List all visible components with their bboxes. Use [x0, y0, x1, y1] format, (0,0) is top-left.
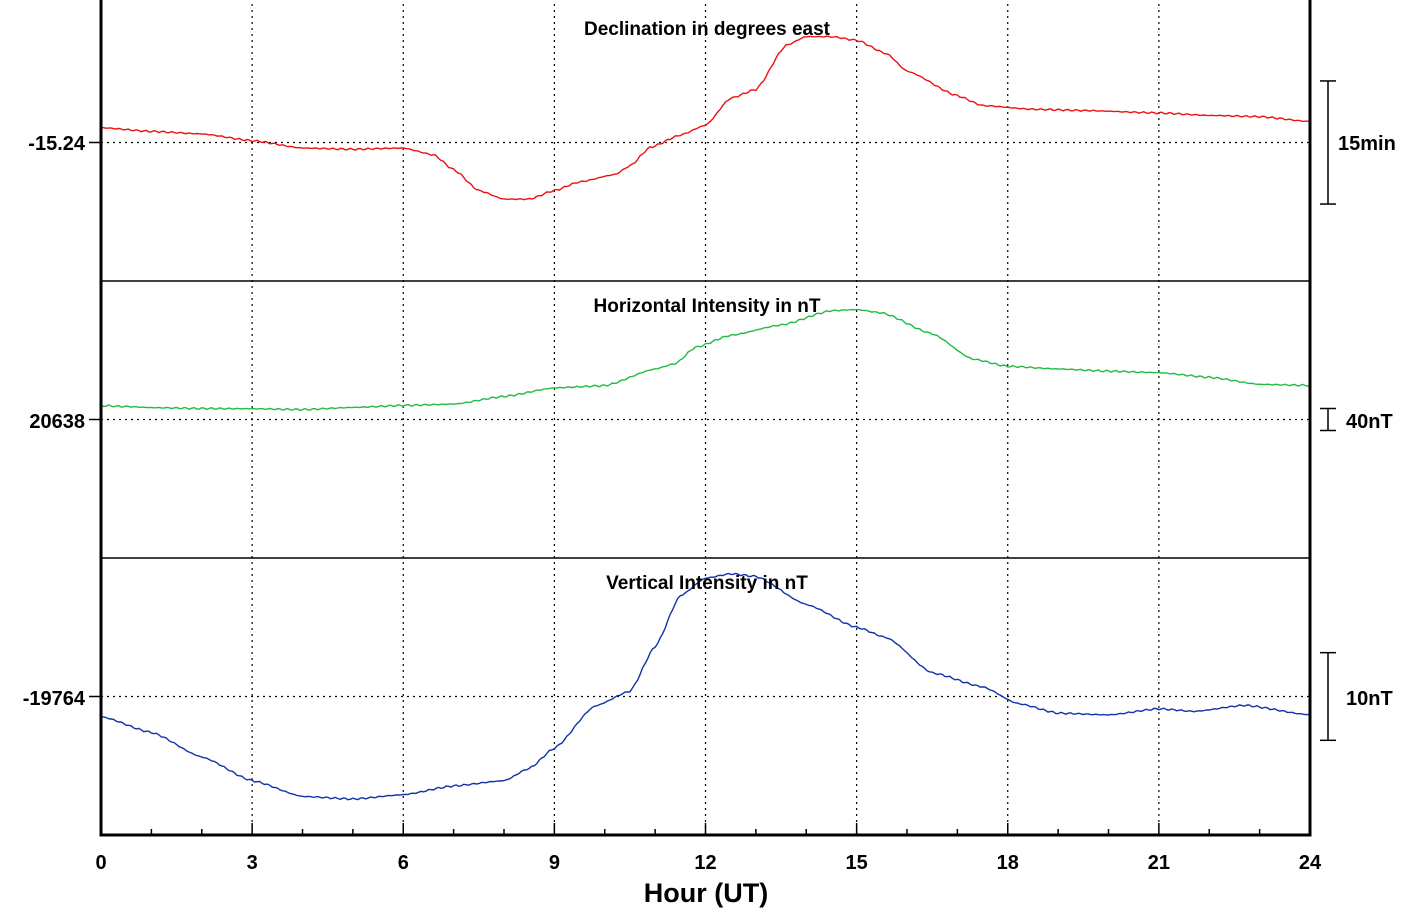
declination-panel: Declination in degrees east -15.24 15min	[28, 19, 1396, 155]
x-tick-label: 12	[694, 852, 716, 874]
horizontal-intensity-scale-label: 40nT	[1346, 411, 1393, 433]
x-tick-label: 21	[1148, 852, 1170, 874]
x-tick-label: 9	[549, 852, 560, 874]
vertical-intensity-scale-label: 10nT	[1346, 688, 1393, 710]
declination-scale-label: 15min	[1338, 133, 1396, 155]
x-tick-label: 6	[398, 852, 409, 874]
vertical-intensity-reference-label: -19764	[23, 688, 86, 710]
declination-reference-label: -15.24	[28, 133, 86, 155]
declination-panel-title: Declination in degrees east	[584, 19, 831, 40]
x-tick-label: 3	[247, 852, 258, 874]
x-tick-label: 15	[846, 852, 868, 874]
horizontal-intensity-reference-label: 20638	[29, 411, 85, 433]
series-line	[100, 308, 1311, 412]
x-axis-title: Hour (UT)	[644, 878, 768, 908]
x-tick-label: 18	[997, 852, 1019, 874]
vertical-intensity-panel-title: Vertical Intensity in nT	[606, 573, 808, 594]
x-tick-label: 0	[95, 852, 106, 874]
vertical-intensity-panel: Vertical Intensity in nT -19764 10nT	[23, 573, 1393, 710]
x-tick-label: 24	[1299, 852, 1322, 874]
horizontal-intensity-panel: Horizontal Intensity in nT 20638 40nT	[29, 296, 1392, 433]
series-line	[101, 35, 1311, 201]
series-line	[101, 572, 1311, 801]
plot-area: 0 3 6 9 12 15 18 21 24	[89, 0, 1336, 874]
horizontal-intensity-panel-title: Horizontal Intensity in nT	[594, 296, 821, 317]
